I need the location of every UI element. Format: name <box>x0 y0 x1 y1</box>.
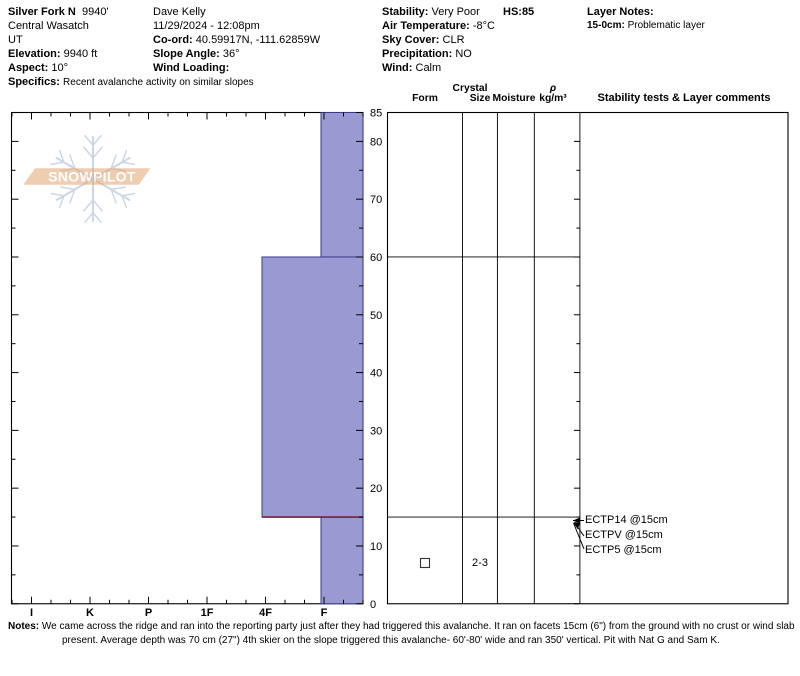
svg-text:P: P <box>145 607 152 619</box>
svg-text:1F: 1F <box>201 607 214 619</box>
svg-text:F: F <box>321 607 328 619</box>
svg-text:70: 70 <box>370 194 382 206</box>
svg-text:85: 85 <box>370 108 382 120</box>
svg-text:0: 0 <box>370 599 376 611</box>
svg-text:50: 50 <box>370 310 382 322</box>
svg-text:I: I <box>30 607 33 619</box>
svg-text:60: 60 <box>370 252 382 264</box>
svg-text:K: K <box>86 607 94 619</box>
svg-text:30: 30 <box>370 425 382 437</box>
svg-text:10: 10 <box>370 541 382 553</box>
svg-text:4F: 4F <box>259 607 272 619</box>
svg-text:80: 80 <box>370 136 382 148</box>
svg-text:20: 20 <box>370 483 382 495</box>
svg-text:SNOWPILOT: SNOWPILOT <box>48 168 136 184</box>
svg-text:2-3: 2-3 <box>472 557 488 569</box>
svg-text:40: 40 <box>370 368 382 380</box>
